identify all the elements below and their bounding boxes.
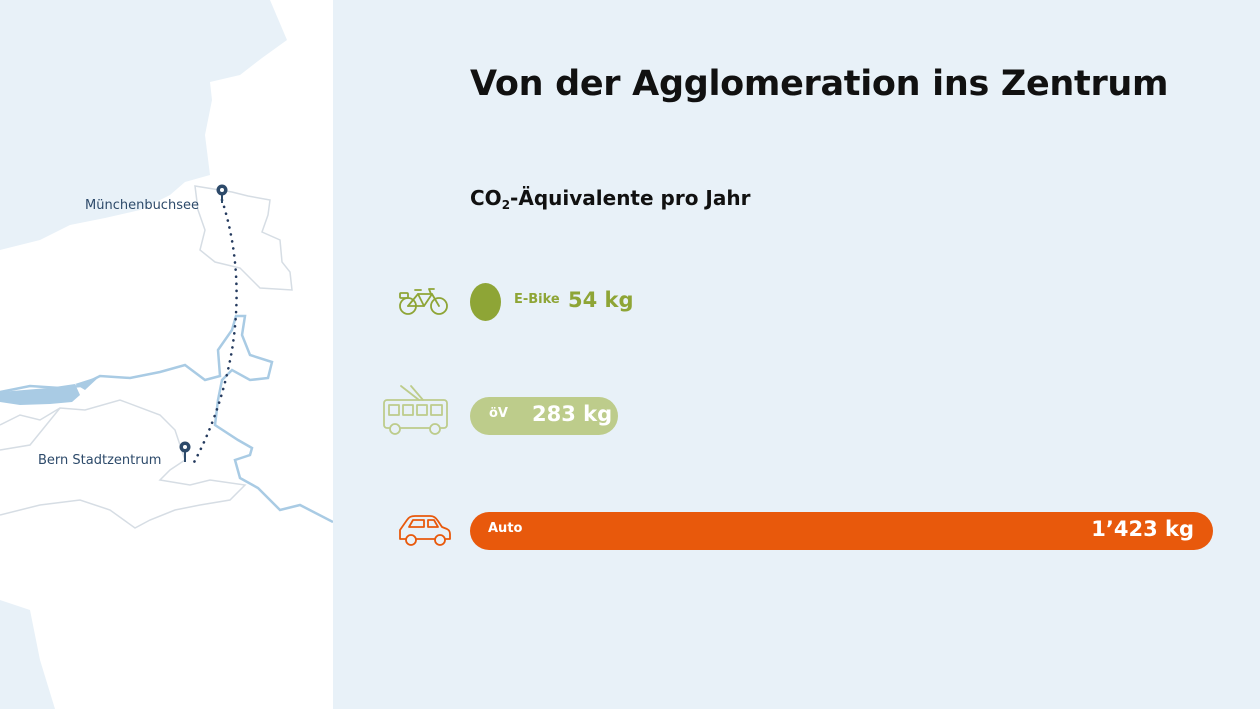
map-region-southwest [0,600,55,709]
river [0,314,333,524]
page-title: Von der Agglomeration ins Zentrum [470,64,1169,104]
bar-value-e-bike: 54 kg [568,288,634,312]
route-line [190,198,238,468]
municipality-boundary [0,399,247,529]
municipality-boundary [0,407,61,426]
bar-e-bike [470,283,501,321]
municipality-boundary [194,185,293,291]
river [0,384,80,405]
bar-car [470,512,1213,550]
chart-panel [333,0,1260,709]
origin-label: Münchenbuchsee [85,198,199,213]
bar-label-public-transport: öV [489,406,508,421]
bar-label-e-bike: E-Bike [514,292,560,307]
e-bike-icon [399,288,448,315]
bar-value-public-transport: 283 kg [532,402,613,426]
bar-value-car: 1’423 kg [1091,517,1194,541]
chart-subtitle: CO2-Äquivalente pro Jahr [470,186,751,212]
location-pin-icon [179,441,191,462]
river [75,376,100,390]
route-map [0,0,333,709]
bar-label-car: Auto [488,521,523,536]
location-pin-icon [216,184,228,203]
car-icon [399,515,451,546]
bar-public-transport [470,397,618,435]
destination-label: Bern Stadtzentrum [38,453,162,468]
trolleybus-icon [383,385,448,435]
map-region-northwest [0,0,287,250]
